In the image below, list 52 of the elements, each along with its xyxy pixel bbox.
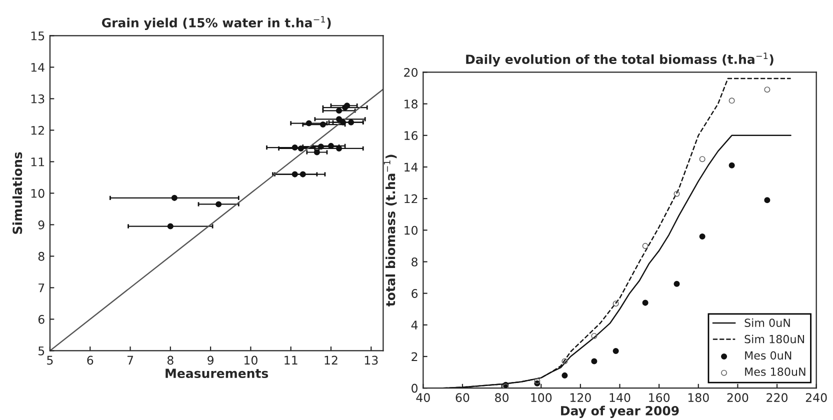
y-tick-label: 10: [404, 226, 418, 235]
y-tick-label: 0: [412, 384, 418, 393]
x-tick-label: 11: [284, 356, 298, 365]
x-tick-label: 7: [127, 356, 134, 365]
x-axis-title: Measurements: [166, 368, 268, 378]
y-tick-label: 14: [31, 63, 44, 72]
y-tick-label: 12: [404, 194, 418, 204]
x-tick-label: 120: [570, 393, 591, 402]
x-tick-label: 140: [610, 393, 630, 402]
x-axis-title: Day of year 2009: [561, 406, 679, 418]
legend-label: Mes 0uN: [745, 351, 792, 360]
y-tick-label: 6: [412, 289, 418, 298]
legend-label: Mes 180uN: [745, 368, 806, 376]
x-tick-label: 13: [364, 356, 378, 365]
legend-label: Sim 180uN: [744, 334, 804, 344]
y-tick-label: 20: [404, 68, 418, 77]
y-tick-label: 5: [38, 346, 44, 356]
x-tick-label: 80: [495, 393, 509, 402]
y-tick-label: 8: [412, 257, 418, 266]
y-axis-title: total biomass (t.ha$^{−1}$): [384, 154, 397, 306]
y-tick-label: 15: [31, 32, 44, 40]
x-tick-label: 6: [87, 356, 94, 365]
x-tick-label: 8: [167, 356, 174, 365]
x-tick-label: 60: [456, 393, 470, 402]
y-tick-label: 9: [38, 220, 44, 230]
chart-title: Grain yield (15% water in t.ha$^{−1}$): [102, 16, 331, 30]
y-tick-label: 16: [404, 131, 418, 140]
x-tick-label: 40: [416, 393, 430, 402]
y-tick-label: 18: [404, 100, 418, 108]
x-tick-label: 10: [244, 356, 258, 365]
x-tick-label: 100: [531, 393, 552, 402]
y-tick-label: 7: [38, 284, 44, 292]
x-tick-label: 9: [208, 356, 214, 365]
y-tick-label: 2: [412, 352, 418, 361]
x-tick-label: 5: [47, 356, 53, 365]
chart-title: Daily evolution of the total biomass (t.ha$^{−1}$): [466, 52, 774, 67]
y-tick-label: 8: [38, 252, 44, 261]
x-tick-label: 12: [324, 356, 338, 365]
x-tick-label: 240: [806, 393, 827, 402]
y-tick-label: 4: [411, 320, 418, 330]
x-tick-label: 180: [688, 393, 709, 402]
y-tick-label: 13: [31, 94, 44, 104]
x-tick-label: 200: [727, 393, 748, 402]
y-tick-label: 12: [31, 126, 44, 135]
x-tick-label: 220: [766, 393, 788, 402]
y-tick-label: 6: [38, 314, 44, 324]
y-tick-label: 11: [31, 158, 44, 166]
y-tick-label: 14: [404, 162, 418, 172]
y-tick-label: 10: [31, 188, 44, 198]
y-axis-title: Simulations: [12, 152, 22, 234]
legend-label: Sim 0uN: [744, 318, 790, 327]
x-tick-label: 160: [649, 393, 670, 402]
